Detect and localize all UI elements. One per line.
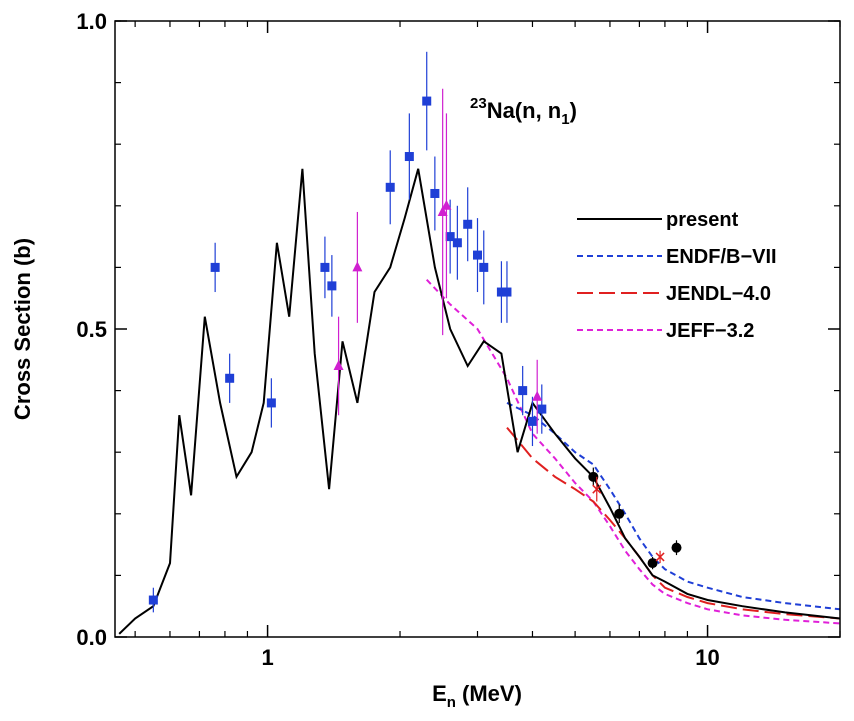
marker-square-1-3: [266, 398, 276, 408]
marker-square-1-8: [422, 96, 432, 106]
x-axis-label-unit: (MeV): [456, 681, 522, 706]
marker-square-1-1: [210, 262, 220, 272]
x-tick-label-1: 10: [695, 645, 719, 670]
marker-square-1-2: [225, 373, 235, 383]
marker-square-1-12: [463, 219, 473, 229]
legend-label-3: JEFF−3.2: [666, 320, 754, 342]
x-axis-label-main: E: [432, 681, 447, 706]
series-line-1: [506, 401, 840, 611]
marker-square-1-0: [148, 595, 158, 605]
series-line-2: [506, 426, 840, 620]
annotation-superscript: 23: [470, 95, 487, 112]
marker-triangle-2-1: [352, 261, 363, 272]
tick-layer: 1 10 0.0 0.5 1.0: [76, 9, 841, 670]
y-tick-label-1: 0.5: [76, 317, 107, 342]
legend-label-1: ENDF/B−VII: [666, 246, 777, 268]
marker-triangle-2-2: [437, 205, 448, 216]
series-line-3: [425, 279, 840, 625]
y-tick-label-0: 0.0: [76, 625, 107, 650]
x-axis-label-subscript: n: [447, 694, 456, 711]
marker-square-1-19: [537, 404, 547, 414]
marker-x-3-1: [655, 552, 665, 562]
marker-square-1-9: [430, 188, 440, 198]
marker-square-1-7: [404, 152, 414, 162]
marker-square-1-6: [385, 182, 395, 192]
marker-square-1-16: [502, 287, 512, 297]
series-line-0: [118, 168, 840, 635]
marker-triangle-2-4: [532, 390, 543, 401]
marker-square-1-4: [320, 262, 330, 272]
marker-circle-0-0: [588, 471, 599, 482]
marker-square-1-5: [327, 281, 337, 291]
legend: present ENDF/B−VII JENDL−4.0 JEFF−3.2: [577, 209, 777, 342]
annotation-close: ): [570, 98, 577, 123]
marker-square-1-18: [527, 416, 537, 426]
x-axis-label: En (MeV): [432, 681, 522, 711]
marker-circle-0-1: [614, 508, 625, 519]
annotation-subscript: 1: [561, 111, 569, 128]
marker-square-1-11: [452, 238, 462, 248]
x-tick-label-0: 1: [261, 645, 273, 670]
marker-square-1-10: [445, 232, 455, 242]
marker-square-1-17: [518, 386, 528, 396]
y-axis-label: Cross Section (b): [10, 238, 35, 420]
legend-label-0: present: [666, 209, 739, 231]
legend-label-2: JENDL−4.0: [666, 283, 771, 305]
marker-circle-0-3: [671, 542, 682, 553]
marker-square-1-15: [496, 287, 506, 297]
marker-square-1-13: [473, 250, 482, 260]
annotation-reaction: Na(n, n: [487, 98, 562, 123]
data-layer: [118, 51, 840, 635]
marker-x-3-0: [592, 484, 602, 494]
marker-square-1-14: [479, 262, 489, 272]
y-tick-label-2: 1.0: [76, 9, 107, 34]
marker-triangle-2-0: [333, 359, 344, 370]
chart-annotation: 23Na(n, n1): [470, 95, 577, 128]
marker-circle-0-2: [647, 558, 658, 569]
marker-triangle-2-3: [441, 199, 452, 210]
